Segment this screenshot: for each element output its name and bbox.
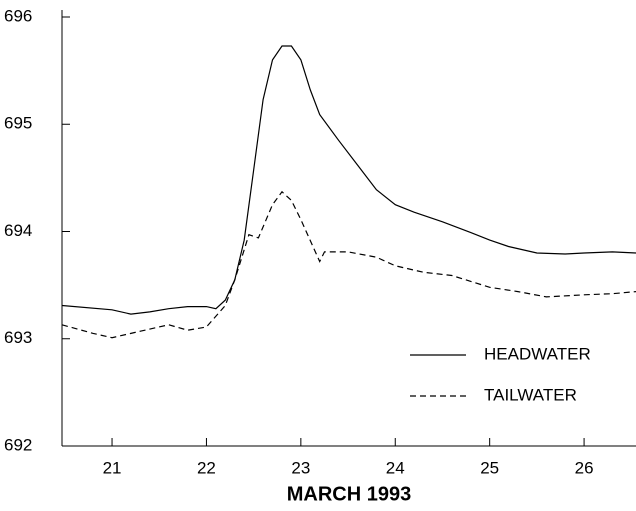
- data-line: [61, 190, 636, 339]
- x-tick-label: 24: [386, 458, 405, 477]
- x-axis-label: MARCH 1993: [287, 483, 411, 505]
- y-tick-label: 694: [4, 221, 32, 240]
- y-tick-label: 696: [4, 6, 32, 25]
- x-tick-label: 25: [480, 458, 499, 477]
- y-tick-label: 695: [4, 114, 32, 133]
- x-tick-label: 22: [197, 458, 216, 477]
- x-tick-label: 23: [291, 458, 310, 477]
- legend-label: TAILWATER: [484, 385, 577, 404]
- legend-label: HEADWATER: [484, 344, 591, 363]
- y-tick-label: 692: [4, 435, 32, 454]
- x-tick-label: 26: [575, 458, 594, 477]
- x-tick-label: 21: [103, 458, 122, 477]
- y-tick-label: 693: [4, 328, 32, 347]
- data-line: [61, 45, 636, 315]
